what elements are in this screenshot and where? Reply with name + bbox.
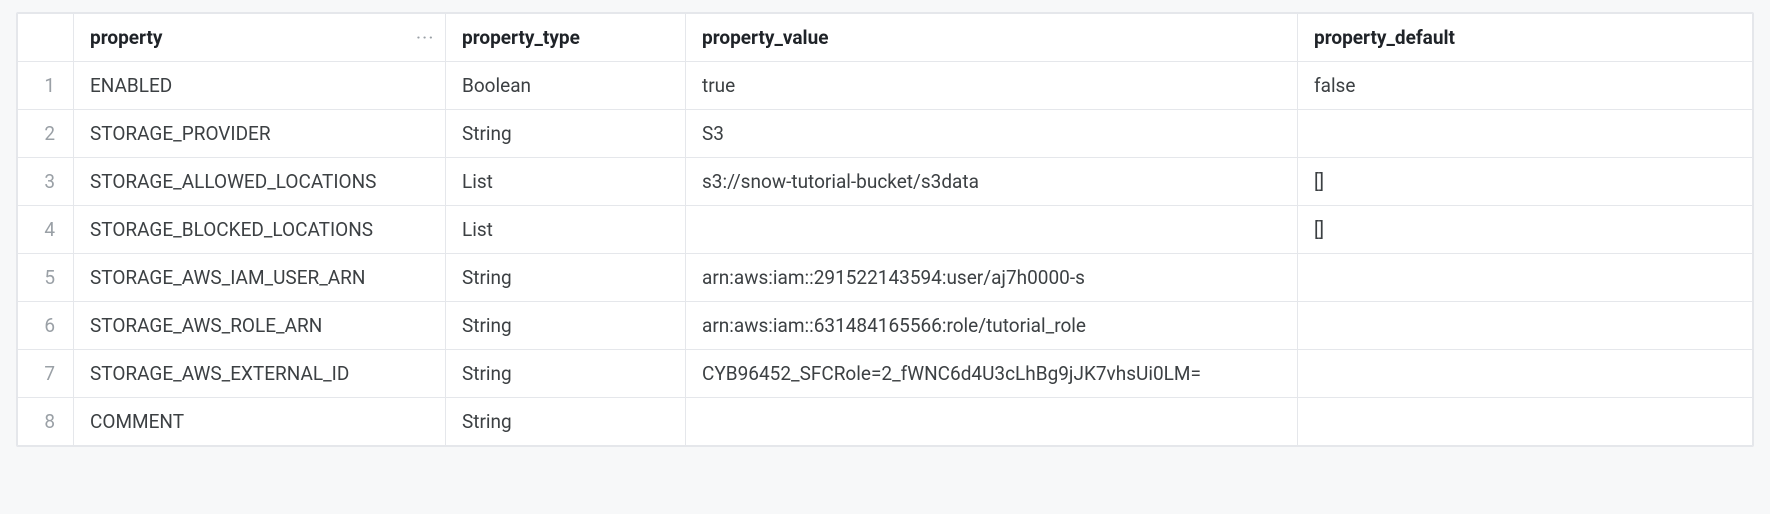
cell-property-value[interactable]: S3 <box>686 110 1298 158</box>
row-number: 6 <box>18 302 74 350</box>
cell-property-type[interactable]: String <box>446 302 686 350</box>
cell-property-default[interactable] <box>1298 254 1753 302</box>
cell-property-value[interactable] <box>686 206 1298 254</box>
column-header-property-default[interactable]: property_default <box>1298 14 1753 62</box>
row-number: 2 <box>18 110 74 158</box>
cell-property[interactable]: STORAGE_BLOCKED_LOCATIONS <box>74 206 446 254</box>
column-header-label: property <box>90 26 162 49</box>
cell-property-default[interactable]: false <box>1298 62 1753 110</box>
row-number: 7 <box>18 350 74 398</box>
table-row[interactable]: 3STORAGE_ALLOWED_LOCATIONSLists3://snow-… <box>18 158 1753 206</box>
column-header-label: property_type <box>462 26 580 49</box>
cell-property-type[interactable]: String <box>446 110 686 158</box>
cell-property-value[interactable]: arn:aws:iam::631484165566:role/tutorial_… <box>686 302 1298 350</box>
cell-property-default[interactable] <box>1298 398 1753 446</box>
cell-property-type[interactable]: String <box>446 398 686 446</box>
cell-property-value[interactable] <box>686 398 1298 446</box>
cell-property-type[interactable]: Boolean <box>446 62 686 110</box>
cell-property-type[interactable]: List <box>446 206 686 254</box>
table-row[interactable]: 7STORAGE_AWS_EXTERNAL_IDStringCYB96452_S… <box>18 350 1753 398</box>
column-header-property[interactable]: property ··· <box>74 14 446 62</box>
cell-property-default[interactable] <box>1298 302 1753 350</box>
cell-property-value[interactable]: arn:aws:iam::291522143594:user/aj7h0000-… <box>686 254 1298 302</box>
row-number: 1 <box>18 62 74 110</box>
table-header-row: property ··· property_type property_valu… <box>18 14 1753 62</box>
column-header-property-value[interactable]: property_value <box>686 14 1298 62</box>
row-number: 5 <box>18 254 74 302</box>
column-menu-icon[interactable]: ··· <box>416 31 435 45</box>
cell-property-default[interactable] <box>1298 350 1753 398</box>
table-header: property ··· property_type property_valu… <box>18 14 1753 62</box>
table-row[interactable]: 2STORAGE_PROVIDERStringS3 <box>18 110 1753 158</box>
table-row[interactable]: 5STORAGE_AWS_IAM_USER_ARNStringarn:aws:i… <box>18 254 1753 302</box>
cell-property-default[interactable] <box>1298 110 1753 158</box>
table-body: 1ENABLEDBooleantruefalse2STORAGE_PROVIDE… <box>18 62 1753 446</box>
cell-property-value[interactable]: s3://snow-tutorial-bucket/s3data <box>686 158 1298 206</box>
cell-property[interactable]: STORAGE_ALLOWED_LOCATIONS <box>74 158 446 206</box>
cell-property-type[interactable]: List <box>446 158 686 206</box>
cell-property-default[interactable]: [] <box>1298 158 1753 206</box>
results-table: property ··· property_type property_valu… <box>17 13 1753 446</box>
table-row[interactable]: 4STORAGE_BLOCKED_LOCATIONSList [] <box>18 206 1753 254</box>
cell-property-default[interactable]: [] <box>1298 206 1753 254</box>
results-table-container: property ··· property_type property_valu… <box>16 12 1754 447</box>
cell-property[interactable]: ENABLED <box>74 62 446 110</box>
column-header-label: property_value <box>702 26 828 49</box>
table-row[interactable]: 1ENABLEDBooleantruefalse <box>18 62 1753 110</box>
table-row[interactable]: 6STORAGE_AWS_ROLE_ARNStringarn:aws:iam::… <box>18 302 1753 350</box>
cell-property-value[interactable]: true <box>686 62 1298 110</box>
cell-property[interactable]: COMMENT <box>74 398 446 446</box>
cell-property[interactable]: STORAGE_AWS_IAM_USER_ARN <box>74 254 446 302</box>
row-number: 4 <box>18 206 74 254</box>
cell-property[interactable]: STORAGE_AWS_EXTERNAL_ID <box>74 350 446 398</box>
column-header-rownum[interactable] <box>18 14 74 62</box>
column-header-property-type[interactable]: property_type <box>446 14 686 62</box>
cell-property-type[interactable]: String <box>446 350 686 398</box>
row-number: 8 <box>18 398 74 446</box>
cell-property[interactable]: STORAGE_AWS_ROLE_ARN <box>74 302 446 350</box>
column-header-label: property_default <box>1314 26 1455 49</box>
row-number: 3 <box>18 158 74 206</box>
cell-property-value[interactable]: CYB96452_SFCRole=2_fWNC6d4U3cLhBg9jJK7vh… <box>686 350 1298 398</box>
table-row[interactable]: 8COMMENTString <box>18 398 1753 446</box>
cell-property[interactable]: STORAGE_PROVIDER <box>74 110 446 158</box>
cell-property-type[interactable]: String <box>446 254 686 302</box>
